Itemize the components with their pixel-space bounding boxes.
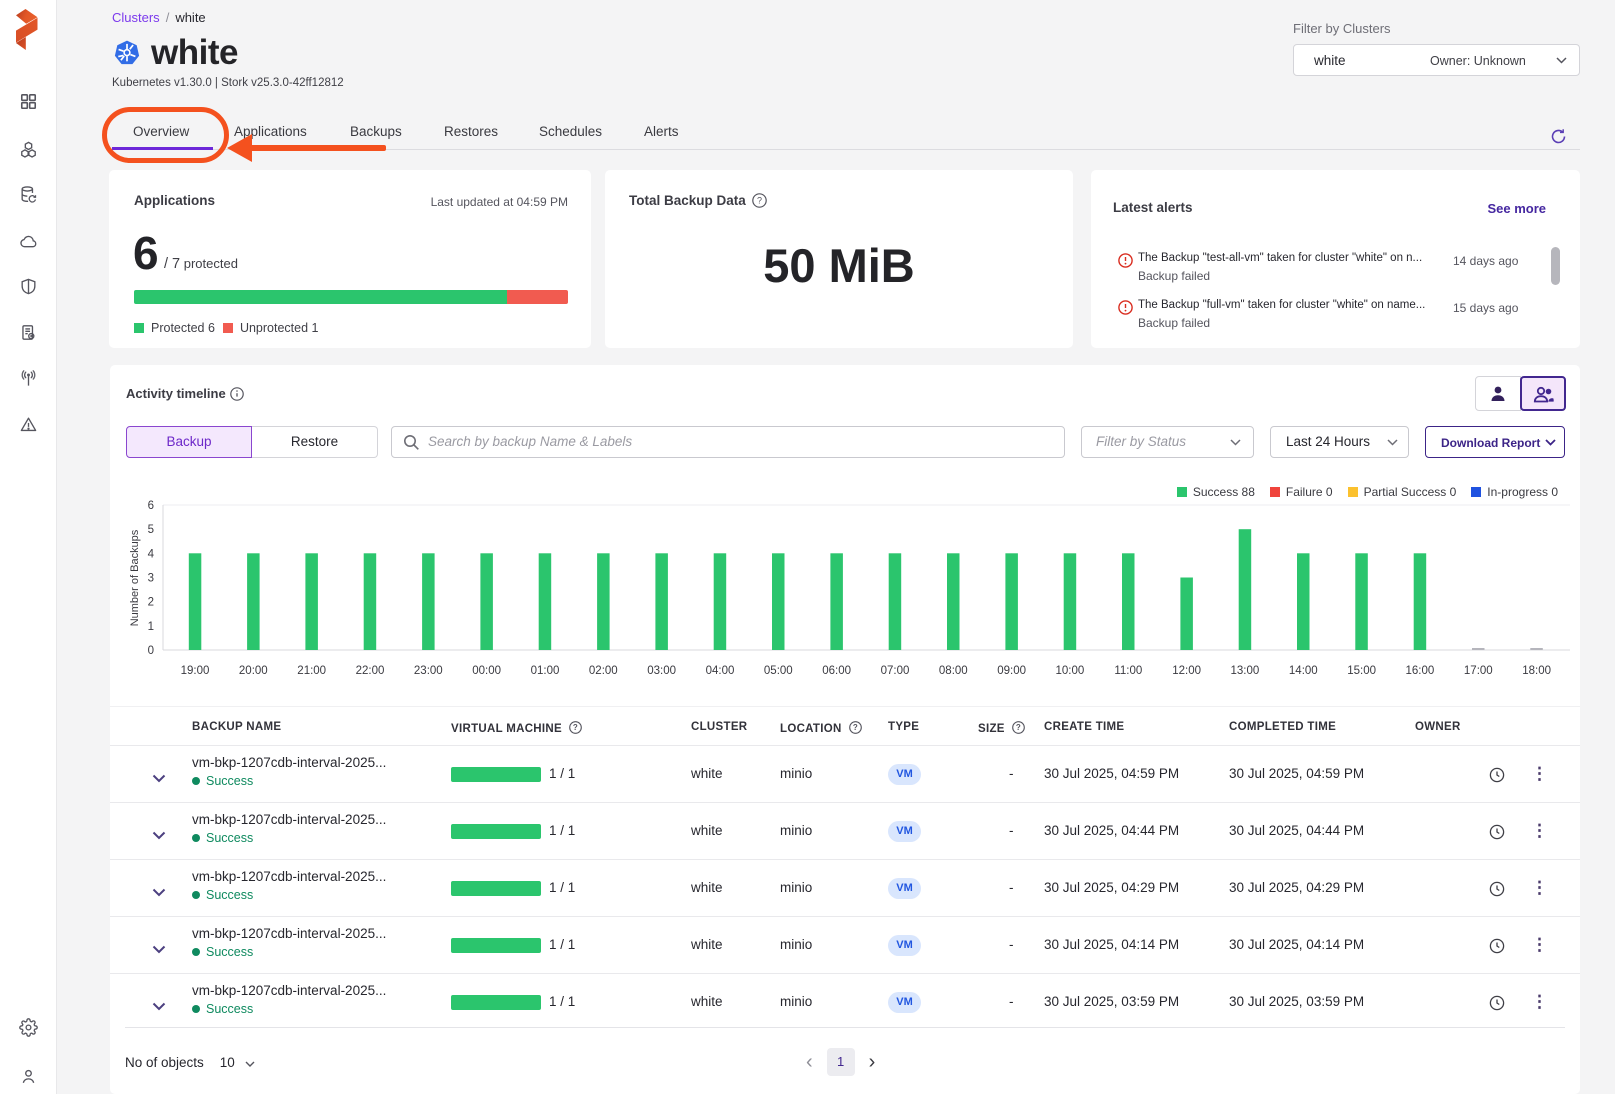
svg-text:01:00: 01:00 xyxy=(531,665,560,677)
svg-text:1: 1 xyxy=(148,621,154,633)
svg-text:18:00: 18:00 xyxy=(1522,665,1551,677)
svg-text:21:00: 21:00 xyxy=(297,665,326,677)
svg-text:6: 6 xyxy=(148,500,154,512)
svg-text:23:00: 23:00 xyxy=(414,665,443,677)
svg-text:16:00: 16:00 xyxy=(1406,665,1435,677)
svg-text:?: ? xyxy=(853,723,858,732)
svg-text:19:00: 19:00 xyxy=(181,665,210,677)
svg-text:14:00: 14:00 xyxy=(1289,665,1318,677)
svg-text:?: ? xyxy=(757,196,762,206)
svg-text:?: ? xyxy=(1016,723,1021,732)
svg-text:03:00: 03:00 xyxy=(647,665,676,677)
svg-text:12:00: 12:00 xyxy=(1172,665,1201,677)
svg-text:04:00: 04:00 xyxy=(706,665,735,677)
svg-text:13:00: 13:00 xyxy=(1231,665,1260,677)
svg-text:Number of Backups: Number of Backups xyxy=(129,529,141,626)
svg-text:4: 4 xyxy=(148,548,155,560)
svg-text:05:00: 05:00 xyxy=(764,665,793,677)
svg-text:3: 3 xyxy=(148,573,154,585)
svg-text:10:00: 10:00 xyxy=(1056,665,1085,677)
svg-text:22:00: 22:00 xyxy=(356,665,385,677)
svg-text:00:00: 00:00 xyxy=(472,665,501,677)
svg-text:06:00: 06:00 xyxy=(822,665,851,677)
svg-text:20:00: 20:00 xyxy=(239,665,268,677)
svg-text:02:00: 02:00 xyxy=(589,665,618,677)
svg-text:17:00: 17:00 xyxy=(1464,665,1493,677)
svg-text:11:00: 11:00 xyxy=(1114,665,1142,677)
svg-text:2: 2 xyxy=(148,597,154,609)
svg-text:5: 5 xyxy=(148,524,154,536)
svg-text:07:00: 07:00 xyxy=(881,665,910,677)
svg-text:08:00: 08:00 xyxy=(939,665,968,677)
svg-text:?: ? xyxy=(573,723,578,732)
svg-text:09:00: 09:00 xyxy=(997,665,1026,677)
svg-text:15:00: 15:00 xyxy=(1347,665,1376,677)
svg-text:0: 0 xyxy=(148,645,154,657)
